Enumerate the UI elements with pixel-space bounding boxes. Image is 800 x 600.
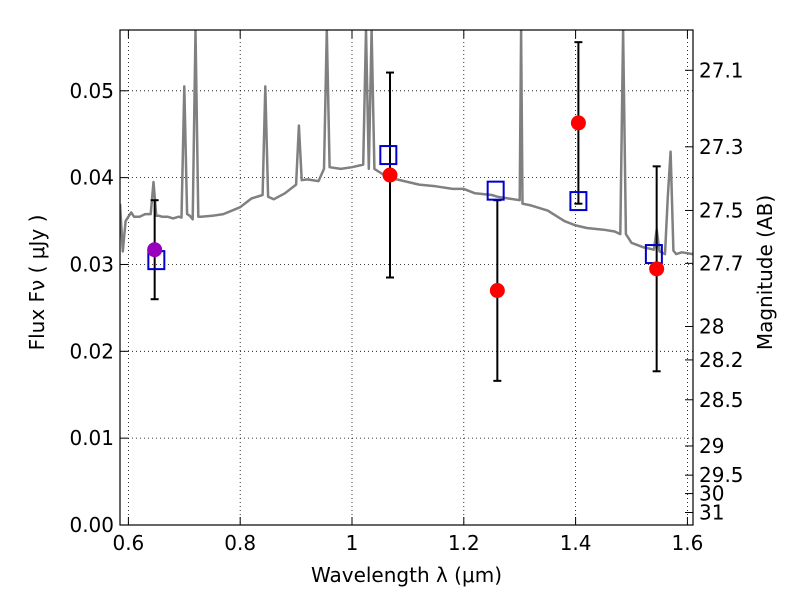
sed-model-line	[120, 30, 693, 256]
axis-ticks: 0.6 0.8 1 1.2 1.4 1.6 0.00 0.01 0.02 0.03 0.04 0.05…	[69, 30, 744, 555]
y-tick-label: 0.00	[69, 513, 114, 537]
plot-clip-group	[120, 30, 693, 256]
x-tick-label: 1.4	[560, 531, 592, 555]
right-tick-label: 28	[699, 314, 724, 338]
y-right-axis-label: Magnitude (AB)	[753, 195, 777, 350]
y-tick-label: 0.01	[69, 426, 114, 450]
plot-frame	[119, 29, 694, 526]
right-tick-label: 27.7	[699, 251, 744, 275]
right-tick-label: 28.5	[699, 388, 744, 412]
right-tick-label: 31	[699, 500, 724, 524]
observed-flux-point	[489, 283, 505, 299]
x-axis-label: Wavelength λ (μm)	[311, 563, 502, 587]
x-tick-label: 0.8	[224, 531, 256, 555]
right-tick-label: 29	[699, 434, 724, 458]
grid-lines	[120, 30, 693, 526]
x-tick-label: 1.6	[672, 531, 704, 555]
right-tick-label: 29.5	[699, 463, 744, 487]
model-flux-marker	[486, 180, 505, 201]
observed-flux-point	[382, 167, 398, 183]
model-flux-marker	[569, 191, 588, 212]
observed-flux-point	[570, 115, 586, 131]
y-axis-label: Flux Fν ( μJy )	[25, 215, 49, 351]
y-tick-label: 0.04	[69, 166, 114, 190]
right-tick-label: 27.3	[699, 135, 744, 159]
plot-area	[120, 30, 693, 382]
observed-flux-point	[649, 261, 665, 277]
right-tick-label: 28.2	[699, 348, 744, 372]
y-tick-label: 0.02	[69, 339, 114, 363]
y-tick-label: 0.05	[69, 79, 114, 103]
x-tick-label: 0.6	[112, 531, 144, 555]
x-tick-label: 1	[346, 531, 359, 555]
y-tick-label: 0.03	[69, 252, 114, 276]
observed-flux-point	[147, 242, 163, 258]
right-tick-label: 30	[699, 482, 724, 506]
x-tick-label: 1.2	[448, 531, 480, 555]
right-tick-label: 27.1	[699, 58, 744, 82]
model-flux-marker	[379, 145, 398, 166]
right-tick-label: 27.5	[699, 198, 744, 222]
